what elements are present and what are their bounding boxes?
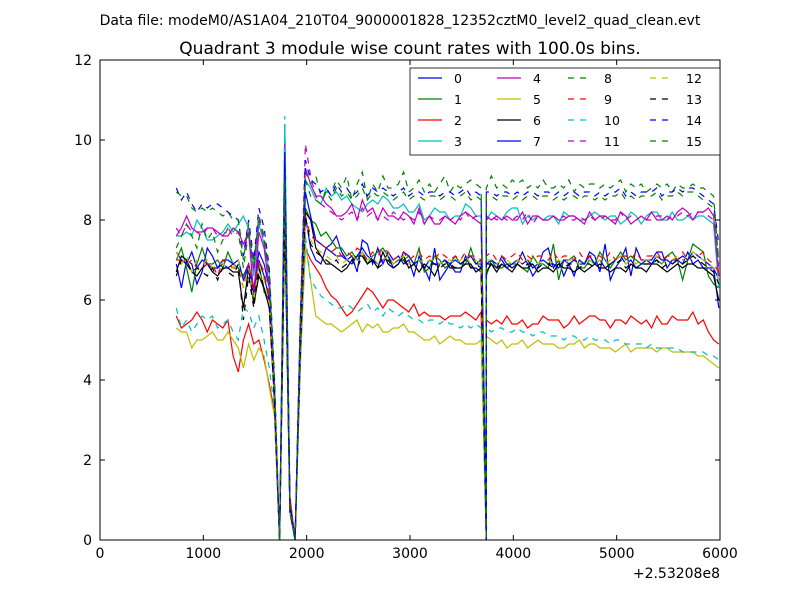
legend-label-4: 4 [533, 71, 541, 86]
suptitle: Data file: modeM0/AS1A04_210T04_90000018… [100, 13, 701, 29]
legend-label-9: 9 [604, 92, 612, 107]
x-tick-label: 6000 [702, 546, 738, 562]
y-tick-label: 2 [83, 453, 92, 469]
series-line-8 [175, 169, 720, 540]
y-tick-label: 0 [83, 533, 92, 549]
x-tick-label: 4000 [496, 546, 532, 562]
series-line-11 [175, 143, 720, 540]
y-tick-label: 6 [83, 293, 92, 309]
series-line-13 [175, 215, 720, 540]
legend-label-1: 1 [454, 92, 462, 107]
legend-label-2: 2 [454, 113, 462, 128]
legend-label-11: 11 [604, 134, 620, 149]
legend-label-6: 6 [533, 113, 541, 128]
x-offset-label: +2.53208e8 [633, 566, 720, 582]
chart-title: Quadrant 3 module wise count rates with … [179, 39, 640, 59]
x-tick-label: 0 [96, 546, 105, 562]
legend-label-3: 3 [454, 134, 462, 149]
series-line-5 [175, 219, 720, 540]
legend-label-0: 0 [454, 71, 462, 86]
plot-area [175, 115, 720, 540]
series-line-10 [175, 115, 720, 540]
x-tick-label: 1000 [186, 546, 222, 562]
legend-label-7: 7 [533, 134, 541, 149]
legend-label-13: 13 [686, 92, 702, 107]
legend-label-12: 12 [686, 71, 702, 86]
y-tick-label: 12 [74, 53, 92, 69]
x-tick-label: 5000 [599, 546, 635, 562]
series-line-9 [176, 203, 720, 540]
series-line-3 [176, 123, 720, 540]
legend-label-10: 10 [604, 113, 620, 128]
legend-label-5: 5 [533, 92, 541, 107]
axes-frame [99, 59, 721, 541]
series-line-14 [175, 151, 720, 540]
legend-label-15: 15 [686, 134, 702, 149]
x-tick-label: 2000 [289, 546, 325, 562]
y-tick-label: 8 [83, 213, 92, 229]
legend-label-8: 8 [604, 71, 612, 86]
y-tick-label: 10 [74, 133, 92, 149]
series-line-12 [175, 211, 720, 540]
legend-label-14: 14 [686, 113, 702, 128]
legend-box [409, 67, 721, 156]
series-line-4 [175, 143, 720, 540]
y-tick-label: 4 [83, 373, 92, 389]
series-line-6 [175, 210, 720, 540]
x-tick-label: 3000 [392, 546, 428, 562]
